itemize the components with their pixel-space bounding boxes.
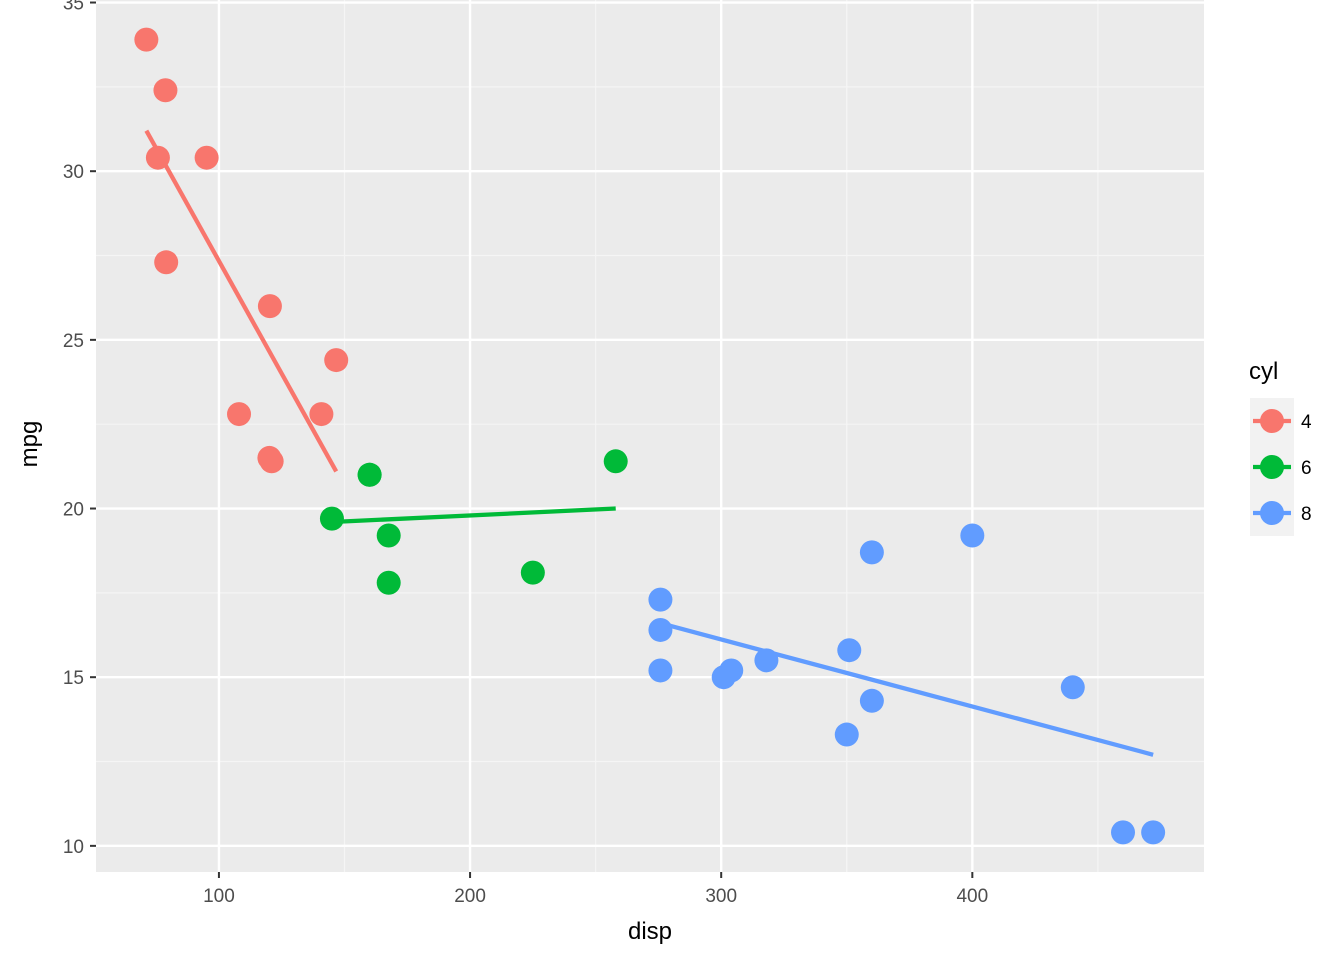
- data-point-cyl-6: [520, 560, 545, 585]
- data-point-cyl-8: [1141, 820, 1166, 845]
- legend-item-cyl-4: 4: [1250, 398, 1312, 444]
- data-point-cyl-8: [754, 648, 779, 673]
- data-point-cyl-4: [194, 145, 219, 170]
- data-point-cyl-4: [145, 145, 170, 170]
- y-tick-label: 15: [63, 668, 84, 689]
- y-tick-label: 35: [63, 0, 84, 15]
- data-point-cyl-8: [837, 638, 862, 663]
- data-point-cyl-6: [376, 523, 401, 548]
- minor-gridlines: [96, 0, 1204, 872]
- major-gridlines: [96, 0, 1204, 872]
- data-points: [134, 27, 1166, 845]
- data-point-cyl-8: [859, 688, 884, 713]
- legend: cyl 4 6 8: [1249, 358, 1312, 536]
- fit-lines: [144, 129, 1154, 757]
- data-point-cyl-8: [648, 587, 673, 612]
- y-axis-title: mpg: [16, 421, 43, 468]
- y-tick-label: 20: [63, 500, 84, 521]
- x-tick-label: 300: [705, 886, 737, 907]
- data-point-cyl-6: [319, 506, 344, 531]
- data-point-cyl-8: [834, 722, 859, 747]
- y-tick-label: 30: [63, 162, 84, 183]
- legend-item-cyl-8: 8: [1250, 490, 1312, 536]
- data-point-cyl-6: [376, 570, 401, 595]
- legend-label-cyl-6: 6: [1301, 458, 1312, 479]
- y-tick-label: 10: [63, 837, 84, 858]
- data-point-cyl-8: [648, 617, 673, 642]
- legend-key-point: [1260, 501, 1284, 525]
- x-tick-label: 200: [454, 886, 486, 907]
- data-point-cyl-4: [324, 348, 349, 373]
- fit-line-cyl-4: [144, 129, 339, 473]
- axis-ticks: [90, 1, 974, 878]
- legend-key-point: [1260, 455, 1284, 479]
- data-point-cyl-4: [227, 402, 252, 427]
- data-point-cyl-8: [960, 523, 985, 548]
- fit-line-cyl-6: [331, 506, 616, 525]
- data-point-cyl-8: [1111, 820, 1136, 845]
- data-point-cyl-4: [134, 27, 159, 52]
- data-point-cyl-8: [859, 540, 884, 565]
- x-tick-label: 100: [203, 886, 235, 907]
- x-axis-title: disp: [628, 918, 672, 945]
- data-point-cyl-4: [153, 78, 178, 103]
- data-point-cyl-4: [154, 250, 179, 275]
- data-point-cyl-4: [257, 294, 282, 319]
- plot-panel: [96, 0, 1204, 872]
- legend-label-cyl-4: 4: [1301, 412, 1312, 433]
- legend-key-point: [1260, 409, 1284, 433]
- data-point-cyl-6: [357, 462, 382, 487]
- data-point-cyl-4: [259, 449, 284, 474]
- data-point-cyl-8: [719, 658, 744, 683]
- x-tick-labels: 100 200 300 400: [203, 886, 988, 907]
- data-point-cyl-4: [309, 402, 334, 427]
- y-tick-label: 25: [63, 331, 84, 352]
- data-point-cyl-8: [1060, 675, 1085, 700]
- legend-label-cyl-8: 8: [1301, 504, 1312, 525]
- data-point-cyl-6: [603, 449, 628, 474]
- y-tick-labels: 10 15 20 25 30 35: [63, 0, 84, 858]
- legend-item-cyl-6: 6: [1250, 444, 1312, 490]
- legend-title: cyl: [1249, 358, 1278, 385]
- data-point-cyl-8: [648, 658, 673, 683]
- fit-line-cyl-8: [659, 621, 1154, 757]
- x-tick-label: 400: [956, 886, 988, 907]
